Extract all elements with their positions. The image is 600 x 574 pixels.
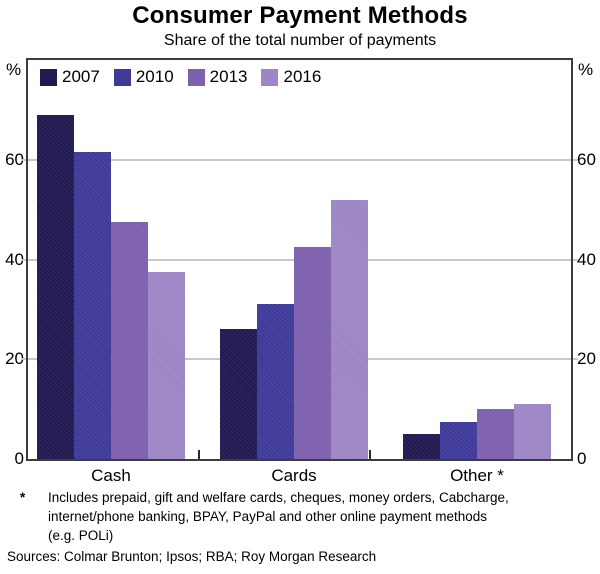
legend-item-2010: 2010 bbox=[113, 67, 174, 87]
bar-2016-cash bbox=[148, 272, 185, 459]
bar-fill-pattern bbox=[403, 434, 440, 459]
y-tick-stub bbox=[21, 158, 26, 161]
y-axis-unit-right: % bbox=[578, 60, 594, 79]
footnote-marker: * bbox=[20, 490, 26, 505]
bar-2013-cards bbox=[294, 247, 331, 459]
x-axis-group-tick-0 bbox=[198, 450, 200, 459]
y-tick-label-left-20: 20 bbox=[5, 349, 24, 369]
bar-fill-pattern bbox=[37, 115, 74, 459]
legend-swatch-2016 bbox=[261, 68, 279, 86]
footnote-text: Includes prepaid, gift and welfare cards… bbox=[48, 490, 509, 543]
bar-fill-pattern bbox=[220, 329, 257, 459]
legend-label: 2010 bbox=[135, 67, 174, 86]
bar-2013-other bbox=[477, 409, 514, 459]
y-tick-stub bbox=[573, 258, 578, 261]
bar-2010-cards bbox=[257, 304, 294, 459]
chart-title: Consumer Payment Methods bbox=[132, 2, 468, 29]
bar-2007-other bbox=[403, 434, 440, 459]
y-tick-label-right-60: 60 bbox=[577, 149, 596, 169]
bar-2016-other bbox=[514, 404, 551, 459]
plot-frame: 2007 2010 2013 2016 bbox=[26, 58, 573, 461]
legend: 2007 2010 2013 2016 bbox=[40, 67, 335, 87]
y-tick-stub bbox=[21, 358, 26, 361]
bar-2013-cash bbox=[111, 222, 148, 459]
bar-2007-cards bbox=[220, 329, 257, 459]
chart-subtitle: Share of the total number of payments bbox=[163, 32, 437, 49]
bar-fill-pattern bbox=[331, 200, 368, 459]
y-axis-unit-left: % bbox=[6, 60, 22, 79]
y-tick-stub bbox=[573, 158, 578, 161]
x-axis-group-tick-1 bbox=[369, 450, 371, 459]
gridline-60 bbox=[28, 158, 571, 161]
legend-item-2013: 2013 bbox=[187, 67, 248, 87]
bar-fill-pattern bbox=[148, 272, 185, 459]
y-tick-stub bbox=[21, 258, 26, 261]
bar-2010-cash bbox=[74, 152, 111, 459]
y-tick-label-left-40: 40 bbox=[5, 249, 24, 269]
category-label-cards: Cards bbox=[271, 466, 317, 485]
bar-fill-pattern bbox=[111, 222, 148, 459]
legend-label: 2007 bbox=[62, 67, 100, 86]
sources-line: Sources: Colmar Brunton; Ipsos; RBA; Roy… bbox=[7, 549, 377, 564]
bar-2016-cards bbox=[331, 200, 368, 459]
bar-2007-cash bbox=[37, 115, 74, 459]
category-label-cash: Cash bbox=[91, 466, 131, 485]
plot-area bbox=[28, 60, 571, 459]
y-tick-label-right-40: 40 bbox=[577, 249, 596, 269]
bar-fill-pattern bbox=[477, 409, 514, 459]
bar-2010-other bbox=[440, 422, 477, 459]
y-tick-label-right-0: 0 bbox=[577, 449, 587, 468]
legend-label: 2016 bbox=[283, 67, 322, 86]
bar-fill-pattern bbox=[74, 152, 111, 459]
bar-fill-pattern bbox=[440, 422, 477, 459]
y-tick-label-left-60: 60 bbox=[5, 149, 24, 169]
bar-fill-pattern bbox=[257, 304, 294, 459]
y-tick-label-left-0: 0 bbox=[14, 449, 24, 468]
legend-swatch-2013 bbox=[187, 68, 205, 86]
legend-item-2007: 2007 bbox=[40, 67, 100, 87]
bar-fill-pattern bbox=[294, 247, 331, 459]
category-label-other: Other * bbox=[450, 466, 504, 485]
legend-item-2016: 2016 bbox=[261, 67, 321, 87]
y-tick-stub bbox=[573, 358, 578, 361]
y-tick-label-right-20: 20 bbox=[577, 349, 596, 369]
legend-swatch-2010 bbox=[113, 68, 131, 86]
bar-fill-pattern bbox=[514, 404, 551, 459]
legend-swatch-2007 bbox=[40, 68, 57, 86]
legend-label: 2013 bbox=[209, 67, 248, 86]
